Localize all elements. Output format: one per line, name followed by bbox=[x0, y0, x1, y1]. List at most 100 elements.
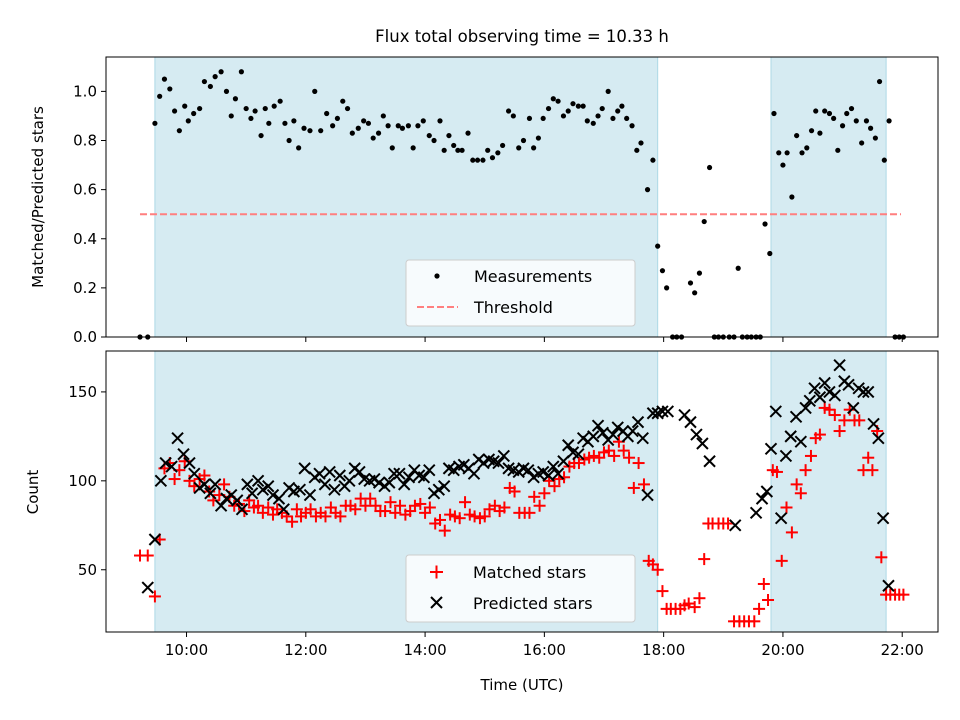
ratio-panel: 0.0 0.2 0.4 0.6 0.8 1.0 Flux total observing … bbox=[29, 27, 939, 346]
matched-stars-point bbox=[262, 501, 275, 514]
predicted-stars-point bbox=[729, 519, 742, 532]
matched-stars-point bbox=[533, 499, 546, 512]
measurement-point bbox=[531, 145, 537, 151]
predicted-stars-point bbox=[636, 431, 649, 445]
predicted-stars-point bbox=[557, 455, 570, 468]
matched-stars-point bbox=[862, 451, 875, 464]
matched-stars-point bbox=[656, 585, 669, 598]
measurement-point bbox=[426, 132, 432, 139]
predicted-stars-point bbox=[803, 394, 816, 408]
measurement-point bbox=[271, 103, 277, 109]
matched-stars-point bbox=[897, 588, 910, 601]
predicted-stars-point bbox=[204, 487, 217, 500]
predicted-stars-point bbox=[333, 469, 347, 482]
measurement-point bbox=[848, 105, 855, 112]
predicted-stars-point bbox=[183, 456, 196, 470]
predicted-stars-point bbox=[799, 401, 812, 415]
predicted-stars-point bbox=[298, 462, 311, 475]
measurement-point bbox=[243, 105, 249, 112]
measurement-point bbox=[835, 147, 841, 153]
matched-stars-point bbox=[794, 487, 807, 500]
matched-stars-point bbox=[478, 510, 491, 523]
measurement-point bbox=[831, 115, 837, 122]
measurement-point bbox=[619, 103, 625, 109]
ratio-ylabel: Matched/Predicted stars bbox=[29, 106, 47, 288]
measurement-point bbox=[330, 123, 336, 129]
measurement-point bbox=[853, 118, 859, 124]
measurement-point bbox=[776, 150, 782, 156]
measurement-point bbox=[599, 105, 605, 112]
matched-stars-point bbox=[748, 615, 761, 628]
matched-stars-point bbox=[528, 490, 541, 503]
matched-stars-point bbox=[651, 563, 664, 576]
matched-stars-point bbox=[290, 503, 303, 516]
x-tick-label: 20:00 bbox=[761, 641, 804, 659]
predicted-stars-point bbox=[303, 488, 317, 502]
measurement-point bbox=[212, 74, 218, 80]
predicted-stars-point bbox=[631, 415, 645, 429]
matched-stars-point bbox=[853, 414, 866, 427]
matched-stars-point bbox=[498, 501, 511, 514]
measurement-point bbox=[451, 142, 457, 149]
matched-stars-point bbox=[823, 403, 836, 416]
measurement-point bbox=[266, 120, 272, 126]
measurement-point bbox=[167, 86, 173, 92]
predicted-stars-point bbox=[703, 455, 716, 468]
matched-stars-point bbox=[334, 510, 347, 523]
matched-stars-point bbox=[632, 457, 645, 470]
measurement-point bbox=[644, 187, 651, 193]
matched-stars-point bbox=[389, 506, 402, 519]
measurement-point bbox=[516, 145, 522, 151]
measurement-point bbox=[152, 120, 158, 126]
matched-stars-point bbox=[468, 510, 481, 523]
count-panel: 50 100 150 10:00 12:00 14:00 16:00 18:00 20:00 2… bbox=[24, 350, 939, 694]
measurement-point bbox=[634, 147, 640, 153]
matched-stars-point bbox=[252, 499, 265, 512]
count-legend-box bbox=[405, 554, 636, 623]
predicted-stars-point bbox=[656, 405, 669, 418]
measurement-point bbox=[605, 88, 611, 94]
measurement-point bbox=[470, 157, 476, 163]
measurement-point bbox=[650, 157, 656, 163]
matched-stars-point bbox=[838, 414, 851, 427]
matched-stars-point bbox=[688, 601, 701, 614]
measurement-point bbox=[437, 118, 443, 124]
predicted-stars-point bbox=[587, 430, 600, 443]
measurement-point bbox=[318, 128, 324, 134]
predicted-stars-point bbox=[141, 581, 154, 594]
legend-threshold-label: Threshold bbox=[473, 298, 553, 317]
measurement-point bbox=[286, 137, 292, 144]
measurement-point bbox=[844, 110, 850, 117]
predicted-stars-point bbox=[596, 426, 610, 440]
measurement-point bbox=[197, 105, 203, 112]
matched-stars-point bbox=[608, 449, 621, 462]
predicted-stars-point bbox=[171, 431, 184, 445]
matched-stars-point bbox=[198, 469, 211, 482]
measurement-point bbox=[560, 113, 567, 119]
predicted-stars-point bbox=[842, 378, 855, 391]
predicted-stars-point bbox=[696, 437, 709, 450]
predicted-stars-point bbox=[251, 474, 265, 488]
measurement-point bbox=[555, 98, 561, 104]
measurement-point bbox=[349, 130, 355, 136]
matched-stars-point bbox=[394, 499, 407, 512]
matched-stars-point bbox=[785, 526, 798, 539]
x-tick-label: 18:00 bbox=[642, 641, 685, 659]
measurement-point bbox=[218, 69, 224, 75]
predicted-stars-point bbox=[262, 479, 275, 493]
ratio-axes-frame bbox=[105, 56, 939, 338]
predicted-stars-point bbox=[492, 456, 505, 470]
matched-stars-point bbox=[866, 464, 879, 477]
count-axes-frame bbox=[105, 350, 939, 633]
observing-window-band bbox=[770, 56, 887, 338]
measurement-point bbox=[185, 118, 191, 124]
matched-stars-point bbox=[780, 501, 793, 514]
predicted-stars-point bbox=[387, 467, 401, 480]
y-tick-label: 1.0 bbox=[73, 82, 97, 100]
measurement-point bbox=[344, 105, 351, 112]
predicted-stars-point bbox=[542, 469, 555, 482]
ratio-legend-box bbox=[405, 259, 636, 327]
matched-stars-point bbox=[538, 487, 551, 500]
measurement-point bbox=[655, 243, 661, 249]
measurement-point bbox=[171, 108, 178, 114]
